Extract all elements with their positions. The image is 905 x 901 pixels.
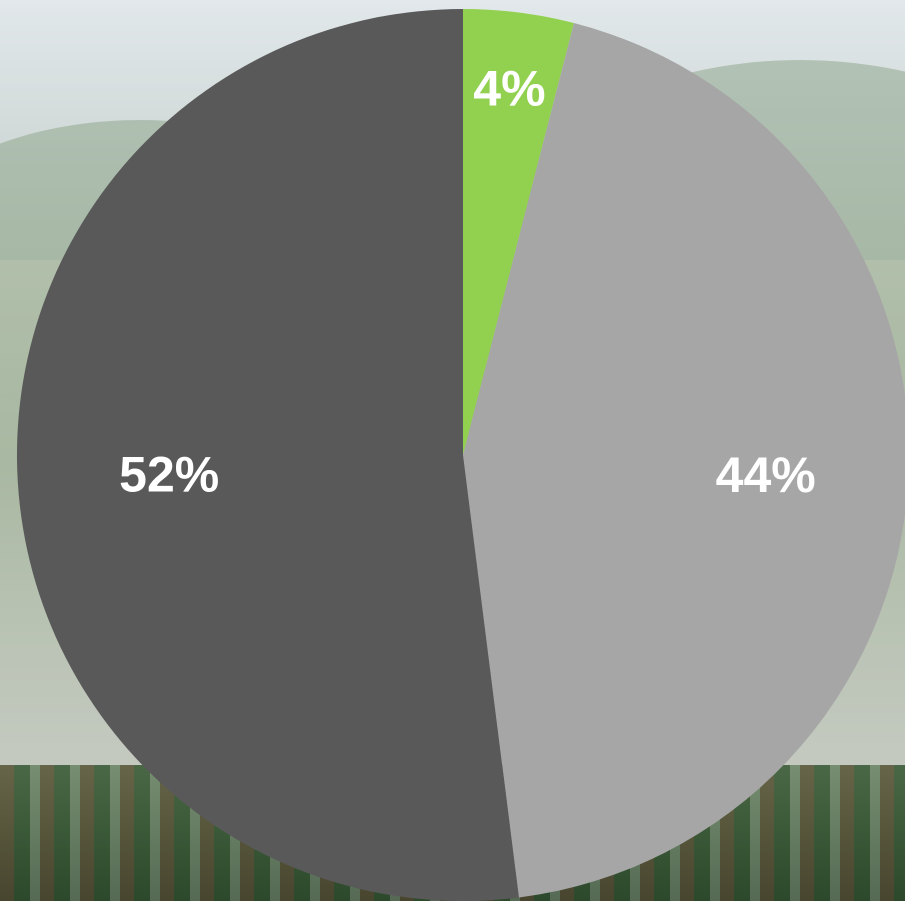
pie-slices (16, 9, 905, 901)
pie-slice-4 (463, 9, 574, 455)
pie-slice-label: 4% (473, 61, 545, 117)
pie-slice-52 (16, 9, 519, 901)
pie-slice-label: 44% (716, 447, 816, 503)
pie-slice-label: 52% (119, 447, 219, 503)
pie-labels: 4% 44% 52% (119, 61, 816, 503)
pie-slice-44 (463, 23, 905, 898)
